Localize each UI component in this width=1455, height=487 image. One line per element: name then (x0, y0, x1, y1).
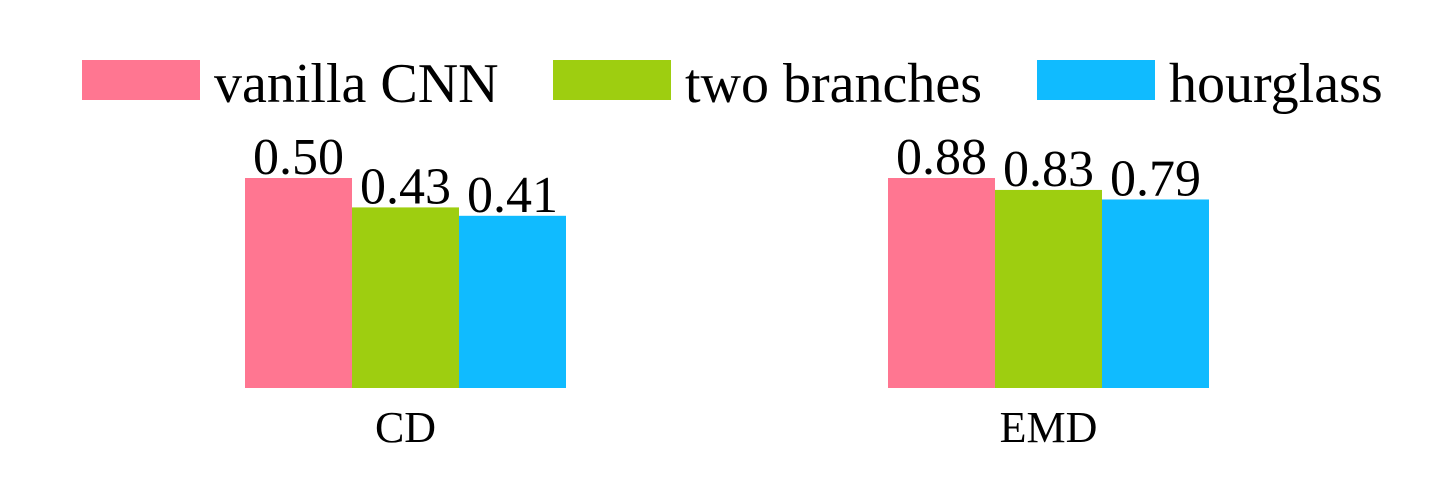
legend-swatch-vanilla-cnn (82, 60, 200, 100)
bar-group-cd: 0.50 0.43 0.41 CD (245, 129, 566, 452)
legend-item-hourglass: hourglass (1037, 53, 1383, 115)
value-label-cd-hourglass: 0.41 (467, 167, 558, 224)
value-label-emd-vanilla-cnn: 0.88 (896, 129, 987, 186)
category-label-emd: EMD (1000, 403, 1098, 452)
legend-label-vanilla-cnn: vanilla CNN (214, 53, 499, 115)
bar-emd-hourglass (1102, 199, 1209, 388)
bar-cd-two-branches (352, 207, 459, 388)
bar-cd-hourglass (459, 215, 566, 388)
bar-emd-two-branches (995, 189, 1102, 388)
value-label-cd-two-branches: 0.43 (360, 158, 451, 215)
value-label-emd-two-branches: 0.83 (1003, 141, 1094, 198)
legend-label-hourglass: hourglass (1169, 53, 1383, 115)
legend-swatch-hourglass (1037, 60, 1155, 100)
bar-group-emd: 0.88 0.83 0.79 EMD (888, 129, 1209, 452)
value-label-cd-vanilla-cnn: 0.50 (253, 129, 344, 186)
legend-swatch-two-branches (553, 60, 671, 100)
value-label-emd-hourglass: 0.79 (1110, 150, 1201, 207)
bar-emd-vanilla-cnn (888, 178, 995, 388)
legend-item-two-branches: two branches (553, 53, 982, 115)
legend-item-vanilla-cnn: vanilla CNN (82, 53, 499, 115)
legend-label-two-branches: two branches (685, 53, 982, 115)
category-label-cd: CD (375, 403, 436, 452)
bar-cd-vanilla-cnn (245, 178, 352, 388)
